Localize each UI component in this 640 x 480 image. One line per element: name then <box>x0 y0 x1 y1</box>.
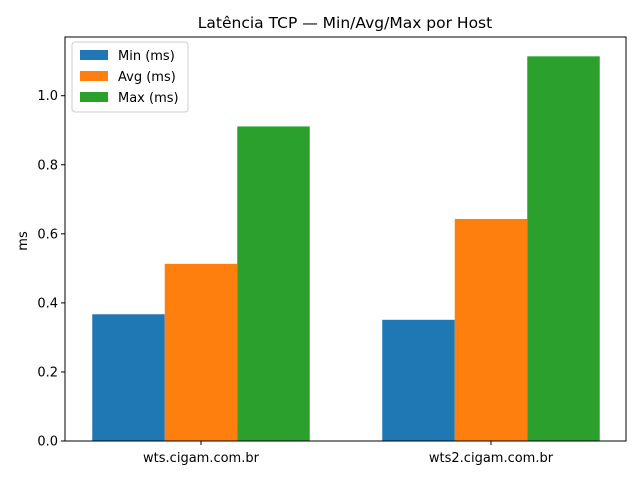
chart-title: Latência TCP — Min/Avg/Max por Host <box>198 14 492 32</box>
y-tick-label: 0.6 <box>37 227 58 242</box>
legend-label: Max (ms) <box>118 91 179 106</box>
x-tick-label: wts2.cigam.com.br <box>429 451 554 466</box>
bar-avg-2 <box>454 218 528 441</box>
bars-group <box>92 56 600 441</box>
bar-min-1 <box>92 314 165 441</box>
legend-label: Min (ms) <box>118 49 175 64</box>
bar-max-2 <box>527 56 600 441</box>
y-axis-label: ms <box>16 231 31 251</box>
y-ticks-group: 0.0 0.2 0.4 0.6 0.8 1.0 <box>37 89 65 450</box>
bar-avg-1 <box>164 263 238 441</box>
y-tick-label: 0.0 <box>37 435 58 450</box>
y-tick-label: 0.8 <box>37 158 58 173</box>
x-tick-label: wts.cigam.com.br <box>143 451 260 466</box>
y-tick-label: 0.2 <box>37 365 58 380</box>
legend: Min (ms) Avg (ms) Max (ms) <box>71 41 189 113</box>
plot-frame <box>64 36 627 442</box>
legend-swatch <box>80 92 108 102</box>
bar-max-1 <box>237 126 310 441</box>
legend-swatch <box>80 50 108 60</box>
y-tick-label: 0.4 <box>37 296 58 311</box>
legend-label: Avg (ms) <box>118 70 176 85</box>
y-tick-label: 1.0 <box>37 89 58 104</box>
legend-swatch <box>80 71 108 81</box>
bar-min-2 <box>382 319 455 441</box>
x-ticks-group: wts.cigam.com.br wts2.cigam.com.br <box>143 441 554 466</box>
